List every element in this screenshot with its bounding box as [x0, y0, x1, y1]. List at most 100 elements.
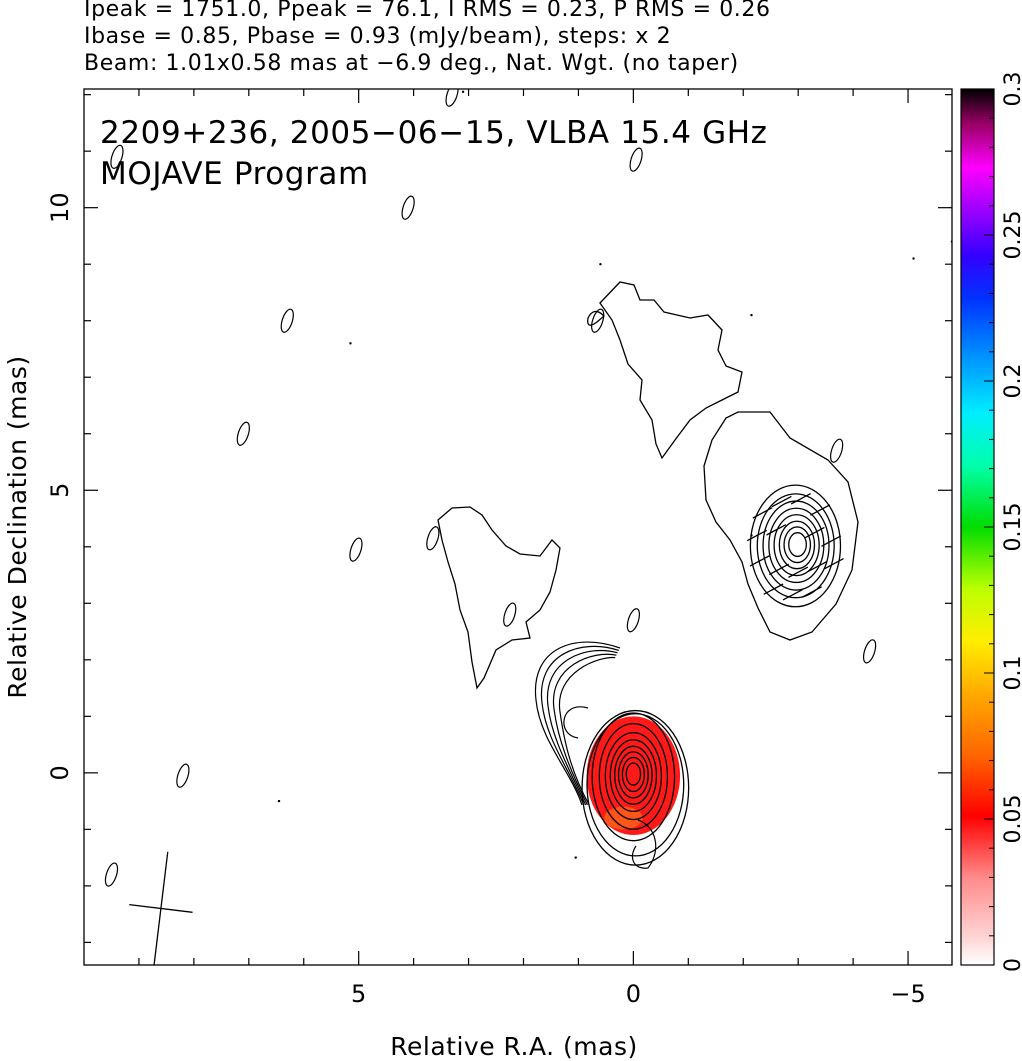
evpa-tick-12	[807, 560, 828, 573]
noise-island-10	[862, 639, 877, 664]
knot-contour-5	[773, 514, 820, 577]
colorbar-tick-label: 0.3	[1001, 72, 1022, 107]
colorbar-tick-label: 0.2	[1001, 364, 1022, 399]
core-lobe-inner	[563, 706, 589, 739]
axis-ticks	[84, 89, 952, 965]
x-tick-label: 0	[626, 980, 641, 1008]
noise-island-7	[426, 526, 440, 551]
knot-contour-2	[756, 493, 835, 599]
core-contour-3	[604, 731, 663, 821]
core-contour-8	[625, 762, 642, 786]
core-contour-6	[617, 751, 649, 799]
evpa-tick-5	[746, 529, 767, 542]
polarized-intensity-edge	[604, 806, 643, 830]
core-contour-outer	[581, 709, 690, 866]
evpa-tick-3	[790, 493, 811, 505]
evpa-tick-7	[804, 526, 825, 539]
colorbar-tick-label: 0.1	[1001, 656, 1022, 691]
core-contour-1	[591, 712, 676, 842]
noise-island-12	[104, 862, 119, 887]
header-line-1: Ipeak = 1751.0, Ppeak = 76.1, I RMS = 0.…	[84, 0, 771, 22]
noise-dot-1	[461, 90, 465, 94]
colorbar-tick-label: 0.25	[1001, 211, 1022, 260]
jet-contour-1	[599, 281, 743, 460]
core-contour-7	[621, 756, 646, 793]
jet-contour-2	[437, 506, 561, 690]
noise-island-9	[626, 608, 640, 633]
evpa-tick-8	[821, 535, 842, 547]
beam-symbol	[129, 851, 193, 965]
knot-outer-contour	[703, 411, 859, 641]
noise-island-6	[349, 537, 363, 562]
y-axis-label: Relative Declination (mas)	[3, 355, 32, 698]
noise-island-4	[280, 308, 294, 333]
evpa-tick-13	[823, 557, 844, 570]
noise-island-13	[445, 89, 459, 107]
evpa-tick-4	[810, 504, 831, 516]
core-lobe-contour-3	[546, 649, 618, 806]
core-lobe-contour-2	[540, 645, 619, 806]
noise-island-3	[401, 195, 415, 220]
core-contour-5	[614, 745, 653, 805]
chart-subtitle: MOJAVE Program	[100, 156, 369, 192]
core-lobe-contour-5	[558, 656, 616, 806]
colorbar-tick-label: 0	[1001, 958, 1022, 972]
plot-frame	[83, 88, 953, 966]
evpa-tick-2	[771, 495, 792, 508]
core-tail-contour	[631, 819, 657, 869]
core-lobe-contour-1	[534, 641, 621, 806]
beam-minor-axis	[129, 904, 193, 913]
evpa-tick-16	[801, 586, 822, 598]
knot-contour-8	[788, 532, 807, 558]
chart-title: 2209+236, 2005−06−15, VLBA 15.4 GHz	[100, 115, 767, 151]
noise-dot-2	[349, 342, 352, 345]
evpa-vectors	[746, 493, 844, 601]
noise-dot-3	[599, 263, 602, 266]
core-contour-outer-2	[586, 713, 685, 857]
evpa-tick-1	[752, 507, 773, 519]
evpa-tick-15	[782, 589, 803, 601]
core-contour-2	[598, 723, 669, 830]
noise-dot-4	[574, 856, 577, 859]
noise-island-14	[591, 308, 605, 333]
header-line-3: Beam: 1.01x0.58 mas at −6.9 deg., Nat. W…	[84, 51, 739, 76]
evpa-tick-11	[788, 566, 809, 578]
core-lobe-contours	[534, 641, 657, 869]
evpa-tick-14	[763, 583, 784, 595]
knot-contours	[749, 484, 842, 608]
noise-island-11	[176, 763, 190, 788]
evpa-tick-6	[766, 524, 787, 536]
polarized-intensity-region	[586, 716, 681, 836]
knot-contour-4	[768, 507, 825, 584]
noise-island-1	[629, 147, 643, 172]
noise-island-15	[830, 438, 844, 463]
y-tick-label: 10	[46, 192, 74, 223]
noise-island-8	[503, 602, 517, 627]
x-tick-label: 5	[351, 980, 366, 1008]
y-tick-label: 5	[46, 483, 74, 498]
knot-contour-1	[749, 484, 842, 608]
noise-dot-5	[277, 799, 281, 803]
knot-contour-7	[783, 526, 812, 564]
jet-contour-3	[587, 310, 605, 326]
map-content	[104, 89, 952, 965]
header-line-2: Ibase = 0.85, Pbase = 0.93 (mJy/beam), s…	[84, 24, 672, 49]
y-tick-label: 0	[46, 765, 74, 780]
noise-islands	[104, 89, 877, 887]
core-contours	[581, 709, 690, 866]
colorbar-ticks: 0 0.05 0.1 0.15 0.2 0.25 0.3	[984, 72, 1022, 972]
noise-dot-7	[912, 257, 915, 260]
noise-island-2	[110, 144, 124, 169]
evpa-tick-9	[749, 555, 770, 567]
noise-island-5	[236, 421, 250, 446]
colorbar-tick-label: 0.05	[1001, 795, 1022, 844]
noise-dot-6	[750, 534, 753, 537]
knot-contour-6	[778, 520, 816, 570]
colorbar-tick-label: 0.15	[1001, 503, 1022, 552]
evpa-tick-10	[768, 563, 789, 576]
noise-dot-8	[750, 313, 753, 317]
x-axis-label: Relative R.A. (mas)	[390, 1032, 637, 1061]
x-tick-label: −5	[890, 980, 925, 1008]
core-contour-4	[609, 739, 658, 813]
